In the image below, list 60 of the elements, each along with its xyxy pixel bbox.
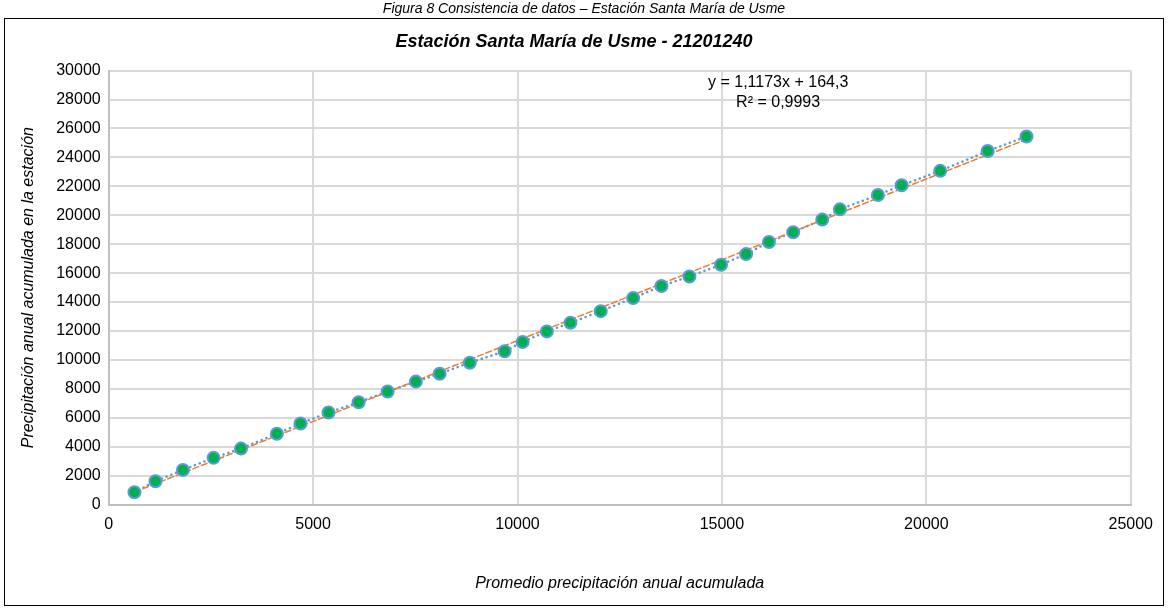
point	[321, 405, 336, 420]
point	[980, 144, 995, 159]
y-tick-label: 26000	[56, 118, 101, 136]
point	[654, 279, 669, 294]
point	[380, 384, 395, 399]
annotation: y = 1,1173x + 164,3	[708, 72, 849, 90]
x-axis-title: Promedio precipitación anual acumulada	[475, 573, 765, 591]
point	[563, 315, 578, 330]
point	[894, 178, 909, 193]
point	[714, 257, 729, 272]
point	[269, 426, 284, 441]
point	[815, 212, 830, 227]
y-tick-label: 4000	[65, 437, 101, 455]
y-tick-label: 8000	[65, 379, 101, 397]
point	[870, 188, 885, 203]
point	[206, 450, 221, 465]
point	[832, 202, 847, 217]
y-tick-label: 2000	[65, 466, 101, 484]
point	[233, 441, 248, 456]
point	[515, 335, 530, 349]
chart-title: Estación Santa María de Usme - 21201240	[395, 30, 753, 51]
point	[682, 269, 697, 284]
y-tick-label: 30000	[56, 61, 101, 79]
y-tick-label: 14000	[56, 292, 101, 310]
point	[593, 304, 608, 319]
point	[148, 474, 163, 489]
point	[351, 395, 366, 410]
y-tick-label: 18000	[56, 234, 101, 252]
x-tick-label: 0	[104, 514, 114, 532]
point	[761, 235, 776, 250]
y-tick-label: 12000	[56, 321, 101, 339]
point	[933, 163, 948, 178]
point	[786, 225, 801, 240]
annotation: R² = 0,9993	[736, 92, 821, 110]
point	[408, 374, 423, 389]
point	[497, 344, 512, 359]
x-tick-label: 25000	[1108, 514, 1154, 532]
point	[462, 355, 477, 370]
point	[432, 366, 447, 381]
y-tick-label: 24000	[56, 147, 101, 165]
point	[293, 416, 308, 431]
y-tick-label: 6000	[65, 408, 101, 426]
point	[127, 485, 142, 500]
point	[626, 291, 641, 306]
point	[175, 462, 190, 477]
y-tick-label: 0	[91, 495, 101, 513]
x-tick-label: 10000	[495, 514, 540, 532]
point	[539, 324, 554, 339]
y-tick-label: 28000	[56, 89, 101, 107]
y-tick-label: 10000	[56, 350, 101, 368]
y-axis-title: Precipitación anual acumulada en la estación	[19, 126, 37, 449]
x-tick-label: 5000	[295, 514, 331, 532]
y-tick-label: 22000	[56, 176, 101, 194]
x-tick-label: 20000	[904, 514, 949, 532]
point	[739, 247, 754, 262]
x-tick-label: 15000	[699, 514, 745, 532]
text: Figura 8 Consistencia de datos – Estación Santa María de Usme	[381, 0, 787, 16]
point	[1019, 129, 1034, 144]
y-tick-label: 16000	[56, 263, 101, 281]
y-tick-label: 20000	[56, 205, 101, 223]
